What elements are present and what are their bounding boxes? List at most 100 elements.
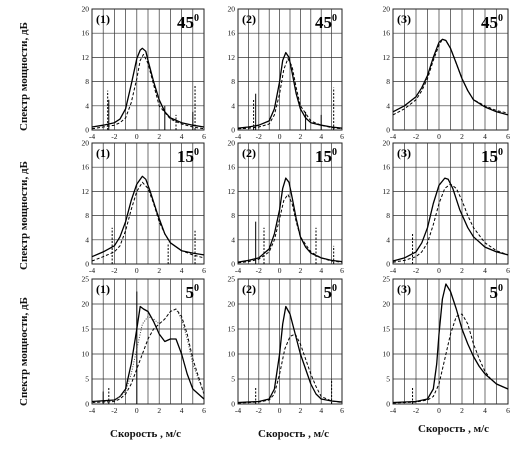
x-tick-label: 4 bbox=[319, 132, 323, 141]
y-tick-label: 15 bbox=[383, 325, 391, 334]
y-tick-label: 0 bbox=[231, 400, 235, 409]
x-tick-label: 6 bbox=[202, 406, 206, 415]
y-tick-label: 8 bbox=[386, 77, 390, 86]
x-tick-label: -2 bbox=[413, 132, 419, 141]
x-tick-label: -4 bbox=[235, 132, 241, 141]
x-tick-label: 4 bbox=[180, 406, 184, 415]
x-tick-label: 4 bbox=[483, 406, 487, 415]
panel-label: (3) bbox=[397, 282, 411, 296]
y-tick-label: 16 bbox=[228, 163, 236, 172]
x-tick-label: -4 bbox=[235, 406, 241, 415]
y-tick-label: 8 bbox=[231, 211, 235, 220]
series-line-dashed bbox=[91, 53, 205, 130]
x-tick-label: -4 bbox=[89, 406, 95, 415]
angle-label: 150 bbox=[315, 147, 337, 166]
y-tick-label: 8 bbox=[85, 211, 89, 220]
angle-label: 150 bbox=[177, 147, 199, 166]
panel-r2c3: 0 4 8 12 16 20 -4 -2 0 2 4 6 (3) 150 bbox=[383, 139, 511, 276]
x-tick-label: -4 bbox=[390, 132, 396, 141]
x-tick-label: 0 bbox=[437, 266, 441, 275]
x-tick-label: 2 bbox=[299, 132, 303, 141]
x-tick-label: 0 bbox=[135, 406, 139, 415]
x-tick-label: 0 bbox=[437, 132, 441, 141]
panel-label: (1) bbox=[96, 146, 110, 160]
y-tick-label: 5 bbox=[231, 375, 235, 384]
y-tick-label: 0 bbox=[231, 126, 235, 135]
y-tick-label: 4 bbox=[231, 101, 235, 110]
x-axis-label-col2: Скорость , м/с bbox=[258, 428, 330, 440]
x-tick-label: 4 bbox=[319, 266, 323, 275]
series-line-solid bbox=[237, 177, 343, 263]
y-tick-label: 12 bbox=[383, 187, 391, 196]
y-tick-label: 8 bbox=[386, 211, 390, 220]
x-tick-label: 2 bbox=[460, 406, 464, 415]
series-line-solid bbox=[392, 177, 509, 262]
x-tick-label: 2 bbox=[157, 132, 161, 141]
y-tick-label: 0 bbox=[85, 126, 89, 135]
y-tick-label: 4 bbox=[386, 101, 390, 110]
y-tick-label: 12 bbox=[228, 53, 236, 62]
x-tick-label: 2 bbox=[299, 406, 303, 415]
y-tick-label: 20 bbox=[82, 300, 90, 309]
x-tick-label: 6 bbox=[340, 132, 344, 141]
y-tick-label: 20 bbox=[82, 5, 90, 14]
y-tick-label: 0 bbox=[386, 400, 390, 409]
y-tick-label: 15 bbox=[228, 325, 236, 334]
y-tick-label: 20 bbox=[228, 139, 236, 148]
x-tick-label: -2 bbox=[111, 266, 117, 275]
y-tick-label: 4 bbox=[386, 235, 390, 244]
x-tick-label: 0 bbox=[278, 266, 282, 275]
y-tick-label: 12 bbox=[228, 187, 236, 196]
x-tick-label: -2 bbox=[256, 406, 262, 415]
panel-label: (2) bbox=[242, 12, 256, 26]
panel-r2c1: 0 4 8 12 16 20 -4 -2 0 2 4 6 (1) 150 bbox=[82, 139, 207, 276]
y-tick-label: 0 bbox=[386, 126, 390, 135]
series-line-dashed bbox=[392, 38, 509, 116]
panel-label: (1) bbox=[96, 282, 110, 296]
y-axis-label-row2: Спектр мощности, дБ bbox=[18, 161, 30, 270]
x-tick-label: 6 bbox=[202, 132, 206, 141]
series-line-dashed bbox=[237, 193, 343, 264]
y-tick-label: 10 bbox=[383, 350, 391, 359]
y-tick-label: 10 bbox=[228, 350, 236, 359]
x-tick-label: -2 bbox=[413, 406, 419, 415]
y-tick-label: 20 bbox=[82, 139, 90, 148]
y-tick-label: 5 bbox=[85, 375, 89, 384]
x-tick-label: 4 bbox=[180, 266, 184, 275]
x-tick-label: 0 bbox=[135, 132, 139, 141]
panel-label: (3) bbox=[397, 12, 411, 26]
y-tick-label: 8 bbox=[85, 77, 89, 86]
y-tick-label: 20 bbox=[383, 300, 391, 309]
x-tick-label: 6 bbox=[506, 132, 510, 141]
series-line-dashed bbox=[392, 183, 509, 263]
x-tick-label: 4 bbox=[180, 132, 184, 141]
series-line-solid bbox=[237, 51, 343, 129]
y-tick-label: 0 bbox=[386, 260, 390, 269]
x-tick-label: -2 bbox=[256, 132, 262, 141]
y-tick-label: 4 bbox=[85, 235, 89, 244]
x-tick-label: 0 bbox=[135, 266, 139, 275]
x-tick-label: 6 bbox=[506, 406, 510, 415]
y-tick-label: 16 bbox=[383, 163, 391, 172]
panel-r1c1: 0 4 8 12 16 20 -4 -2 0 2 4 6 (1) 450 bbox=[82, 5, 207, 142]
x-tick-label: 6 bbox=[202, 266, 206, 275]
x-tick-label: -2 bbox=[413, 266, 419, 275]
x-tick-label: 2 bbox=[299, 266, 303, 275]
x-axis-label-col3: Скорость , м/с bbox=[418, 423, 490, 435]
y-tick-label: 0 bbox=[85, 400, 89, 409]
series-line-dotted bbox=[91, 308, 205, 403]
y-tick-label: 12 bbox=[383, 53, 391, 62]
x-tick-label: 4 bbox=[483, 132, 487, 141]
y-tick-label: 25 bbox=[82, 275, 90, 284]
y-tick-label: 16 bbox=[82, 29, 90, 38]
x-tick-label: 2 bbox=[460, 132, 464, 141]
y-tick-label: 25 bbox=[228, 275, 236, 284]
series-line-solid bbox=[91, 47, 205, 128]
x-tick-label: -2 bbox=[111, 132, 117, 141]
y-tick-label: 4 bbox=[231, 235, 235, 244]
series-line-dashed bbox=[237, 58, 343, 130]
